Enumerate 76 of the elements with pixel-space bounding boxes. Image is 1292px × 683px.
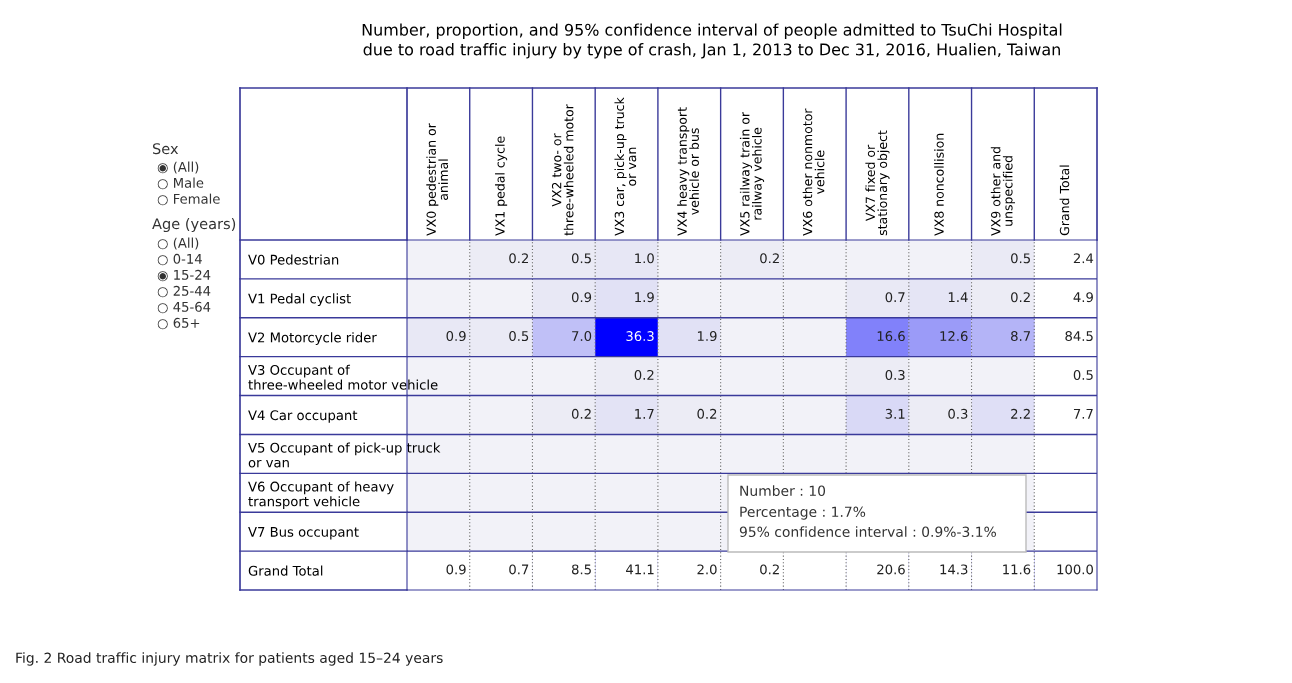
y-tick-label: V4 Car occupant xyxy=(248,410,358,423)
y-tick-label: V3 Occupant of three-wheeled motor vehicle xyxy=(248,364,438,390)
chart-title: Number, proportion, and 95% confidence interval of people admitted to TsuChi Hospital due to road traffic injury by type of crash, Jan 1, 2013 to Dec 31, 2016, Hualien, Taiwan xyxy=(362,23,1062,59)
text: ◉ (All) xyxy=(157,161,199,174)
text: ○ 65+ xyxy=(157,317,200,330)
annotation: Percentage : 1.7% xyxy=(740,506,866,520)
data-label: 2.0 xyxy=(697,564,717,575)
y-tick-label: V7 Bus occupant xyxy=(248,527,359,540)
data-label: 84.5 xyxy=(1065,331,1093,342)
x-tick-label: VX9 other and unspecified xyxy=(990,147,1016,236)
text: Sex xyxy=(152,143,179,155)
x-tick-label: VX2 two- or three-wheeled motor xyxy=(551,104,574,236)
x-tick-label: VX3 car, pick-up truck or van xyxy=(614,97,637,236)
y-tick-label: V0 Pedestrian xyxy=(248,254,339,265)
data-label: 14.3 xyxy=(940,564,968,575)
data-label: 0.2 xyxy=(1011,292,1030,303)
data-label: 12.6 xyxy=(940,331,968,342)
text: Age (years) xyxy=(152,217,236,233)
text: ◉ 15-24 xyxy=(157,269,211,282)
x-tick-label: VX8 noncollision xyxy=(934,133,944,236)
data-label: 7.0 xyxy=(572,331,592,342)
data-label: 0.2 xyxy=(571,408,591,419)
data-label: 0.2 xyxy=(697,408,717,419)
data-label: 1.7 xyxy=(635,409,654,419)
data-label: 2.4 xyxy=(1073,253,1094,264)
x-tick-label: VX5 railway train or railway vehicle xyxy=(739,111,765,236)
text: ○ 25-44 xyxy=(157,285,211,298)
data-label: 0.9 xyxy=(446,564,466,575)
data-label: 0.2 xyxy=(760,564,779,575)
y-tick-label: V6 Occupant of heavy transport vehicle xyxy=(248,481,394,509)
data-label: 20.6 xyxy=(877,564,905,575)
data-label: 11.6 xyxy=(1003,564,1031,575)
x-tick-label: VX6 other nonmotor vehicle xyxy=(802,108,825,236)
annotation: 95% confidence interval : 0.9%-3.1% xyxy=(739,526,997,538)
data-label: 2.2 xyxy=(1011,408,1030,419)
data-label: 0.5 xyxy=(509,331,529,342)
data-label: 0.5 xyxy=(1011,253,1030,264)
x-tick-label: Grand Total xyxy=(1059,165,1070,236)
data-label: 0.7 xyxy=(509,564,529,575)
data-label: 36.3 xyxy=(626,331,654,342)
x-tick-label: VX7 fixed or stationary object xyxy=(865,130,890,236)
data-label: 0.2 xyxy=(760,253,779,264)
data-label: 1.9 xyxy=(635,292,654,303)
y-tick-label: V1 Pedal cyclist xyxy=(248,293,351,307)
data-label: 0.9 xyxy=(571,292,592,303)
data-label: 0.7 xyxy=(885,292,905,303)
x-tick-label: VX1 pedal cycle xyxy=(495,136,508,236)
annotation: Number : 10 xyxy=(740,485,826,497)
x-tick-label: VX0 pedestrian or animal xyxy=(426,123,449,236)
text: ○ (All) xyxy=(157,237,199,250)
text: ○ 45-64 xyxy=(157,301,211,314)
data-label: 7.7 xyxy=(1073,409,1093,419)
data-label: 0.2 xyxy=(509,253,528,264)
data-label: 4.9 xyxy=(1073,292,1093,303)
data-label: 0.2 xyxy=(634,369,654,380)
text: ○ 0-14 xyxy=(157,253,202,266)
data-label: 1.0 xyxy=(635,253,654,264)
data-label: 8.7 xyxy=(1011,331,1031,342)
data-label: 0.5 xyxy=(1073,369,1093,380)
data-label: 41.1 xyxy=(626,564,654,575)
data-label: 0.5 xyxy=(571,253,591,264)
data-label: 0.3 xyxy=(885,369,905,380)
y-tick-label: V5 Occupant of pick-up truck or van xyxy=(248,442,441,468)
text: ○ Female xyxy=(157,193,220,206)
y-tick-label: V2 Motorcycle rider xyxy=(248,332,377,345)
text: ○ Male xyxy=(157,177,204,190)
caption: Fig. 2 Road traffic injury matrix for patients aged 15–24 years xyxy=(16,652,443,666)
data-label: 1.4 xyxy=(948,292,968,302)
data-label: 8.5 xyxy=(571,564,591,575)
data-label: 0.9 xyxy=(446,331,466,342)
data-label: 0.3 xyxy=(948,408,968,419)
y-tick-label: Grand Total xyxy=(248,565,323,576)
data-label: 100.0 xyxy=(1057,564,1093,575)
data-label: 3.1 xyxy=(885,408,905,419)
data-label: 16.6 xyxy=(877,331,905,342)
data-label: 1.9 xyxy=(697,331,717,342)
